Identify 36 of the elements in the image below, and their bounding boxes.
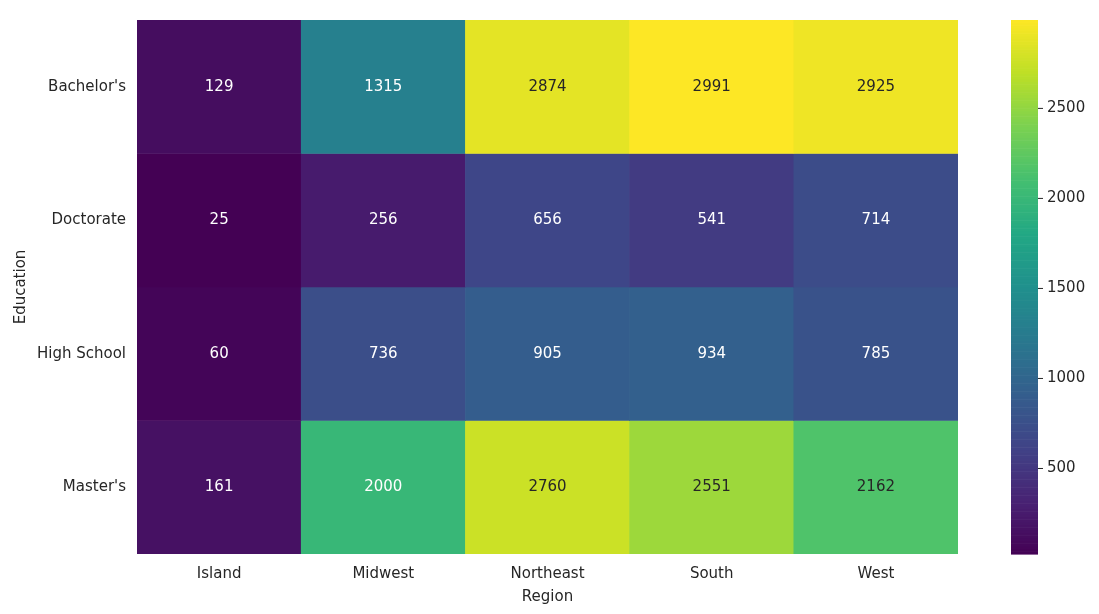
data-label: 1315 xyxy=(364,76,403,95)
color-bar-label: 2000 xyxy=(1047,188,1086,207)
x-tick-label: Northeast xyxy=(510,563,585,582)
data-label: 256 xyxy=(369,210,398,229)
y-tick-label: Master's xyxy=(62,477,127,496)
data-label: 785 xyxy=(861,343,891,362)
y-axis-title: Education xyxy=(10,249,29,325)
data-label: 736 xyxy=(369,343,398,362)
x-tick-label: Island xyxy=(196,563,242,582)
color-bar-label: 2500 xyxy=(1047,98,1086,117)
y-tick-label: Bachelor's xyxy=(48,76,127,95)
data-label: 2162 xyxy=(856,477,895,496)
data-label: 2551 xyxy=(692,477,731,496)
data-label: 25 xyxy=(209,210,229,229)
x-axis-title: Region xyxy=(521,586,574,605)
y-tick-label: High School xyxy=(36,343,127,362)
data-label: 2000 xyxy=(364,477,403,496)
color-bar-label: 1500 xyxy=(1047,278,1086,297)
data-label: 934 xyxy=(697,343,727,362)
data-label: 2991 xyxy=(692,76,731,95)
data-label: 541 xyxy=(697,210,727,229)
x-tick-label: South xyxy=(689,563,734,582)
x-tick-label: West xyxy=(857,563,895,582)
data-label: 161 xyxy=(204,477,234,496)
color-bar-label: 500 xyxy=(1047,458,1076,477)
data-label: 2925 xyxy=(856,76,895,95)
y-tick-label: Doctorate xyxy=(51,210,127,229)
data-label: 656 xyxy=(533,210,562,229)
color-bar-label: 1000 xyxy=(1047,368,1086,387)
data-label: 2874 xyxy=(528,76,567,95)
data-label: 905 xyxy=(533,343,562,362)
data-label: 714 xyxy=(861,210,891,229)
x-tick-label: Midwest xyxy=(352,563,415,582)
data-label: 129 xyxy=(204,76,234,95)
data-label: 2760 xyxy=(528,477,567,496)
data-label: 60 xyxy=(209,343,229,362)
